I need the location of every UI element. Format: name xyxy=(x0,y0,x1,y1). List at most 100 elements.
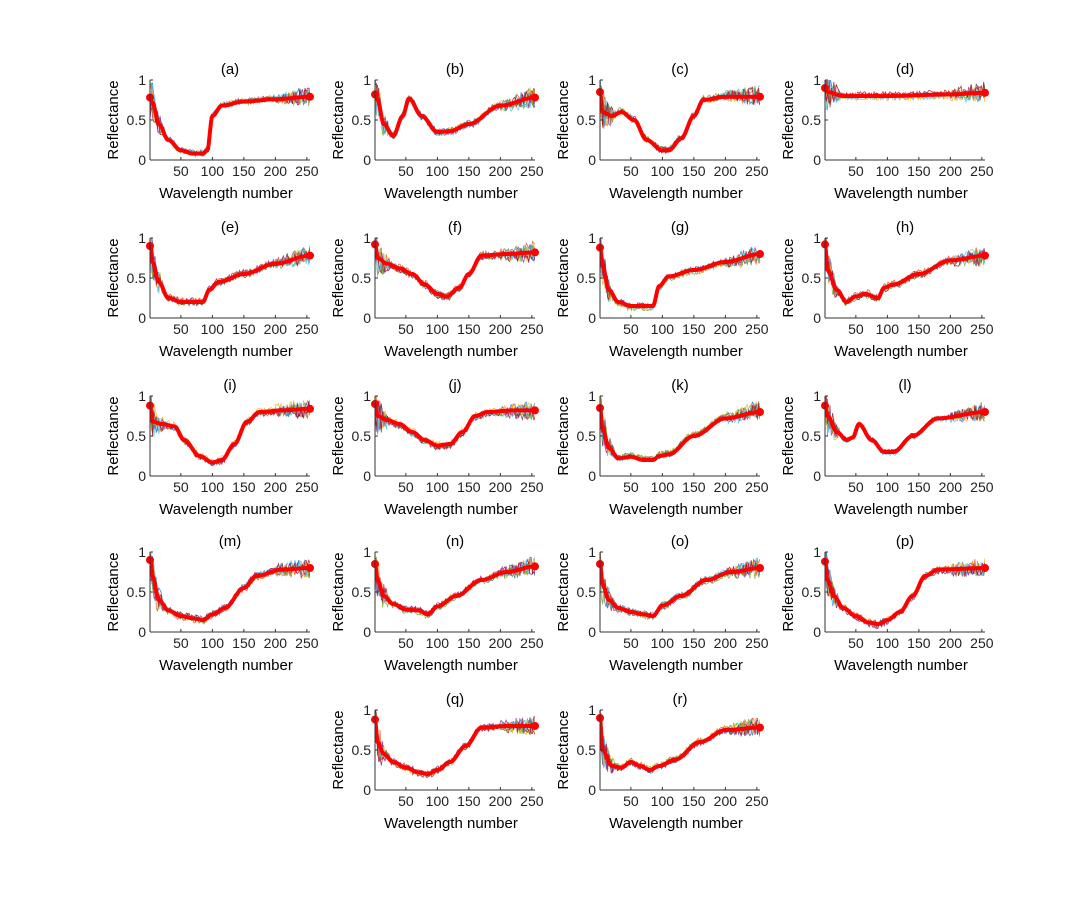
y-tick-label: 0 xyxy=(363,310,371,326)
subplot-title: (f) xyxy=(448,219,462,236)
y-tick-label: 0 xyxy=(138,152,146,168)
subplot-11: (k) 50 100 150 200 250 0 0.5 1 Wavelength number R… xyxy=(555,377,769,518)
sample-spectrum-line xyxy=(825,553,985,627)
x-tick-label: 150 xyxy=(682,793,706,809)
sample-spectra xyxy=(600,396,760,463)
x-tick-label: 200 xyxy=(714,793,738,809)
x-tick-label: 250 xyxy=(970,479,994,495)
x-axis-label: Wavelength number xyxy=(384,815,518,832)
y-tick-label: 1 xyxy=(813,72,821,88)
y-axis-label: Reflectance xyxy=(555,396,572,475)
x-tick-label: 100 xyxy=(426,793,450,809)
x-tick-label: 150 xyxy=(457,635,481,651)
mean-end-marker xyxy=(306,251,314,260)
y-tick-label: 0.5 xyxy=(577,112,597,128)
sample-spectra xyxy=(375,556,535,620)
x-tick-label: 100 xyxy=(201,163,225,179)
x-tick-label: 150 xyxy=(232,321,256,337)
x-tick-label: 250 xyxy=(970,321,994,337)
sample-spectrum-line xyxy=(825,241,985,304)
sample-spectra xyxy=(150,238,310,307)
x-axis-label: Wavelength number xyxy=(834,657,968,674)
x-axis-label: Wavelength number xyxy=(384,343,518,360)
y-axis-label: Reflectance xyxy=(780,238,797,317)
x-tick-label: 250 xyxy=(745,163,769,179)
x-tick-label: 100 xyxy=(651,163,675,179)
x-axis-label: Wavelength number xyxy=(159,657,293,674)
y-axis-label: Reflectance xyxy=(105,80,122,159)
subplot-10: (j) 50 100 150 200 250 0 0.5 1 Wavelength number R… xyxy=(330,377,544,518)
y-tick-label: 0 xyxy=(813,624,821,640)
subplot-title: (e) xyxy=(221,219,239,236)
sample-spectrum-line xyxy=(150,238,310,303)
x-axis-label: Wavelength number xyxy=(609,185,743,202)
sample-spectrum-line xyxy=(825,396,985,457)
mean-spectrum-line xyxy=(150,245,310,304)
sample-spectrum-line xyxy=(600,238,760,309)
x-tick-label: 250 xyxy=(970,635,994,651)
y-tick-label: 0.5 xyxy=(352,742,372,758)
x-tick-label: 150 xyxy=(682,479,706,495)
x-tick-label: 150 xyxy=(682,163,706,179)
y-axis-label: Reflectance xyxy=(555,710,572,789)
x-tick-label: 150 xyxy=(457,793,481,809)
x-tick-label: 100 xyxy=(876,635,900,651)
x-tick-label: 50 xyxy=(398,635,414,651)
x-tick-label: 200 xyxy=(489,479,513,495)
y-axis-label: Reflectance xyxy=(330,710,347,789)
subplot-14: (n) 50 100 150 200 250 0 0.5 1 Wavelength number R… xyxy=(330,533,544,674)
y-tick-label: 0 xyxy=(363,782,371,798)
y-tick-label: 1 xyxy=(363,230,371,246)
mean-spectrum-line xyxy=(600,563,760,618)
y-tick-label: 0.5 xyxy=(352,112,372,128)
subplot-title: (o) xyxy=(671,533,689,550)
subplot-title: (c) xyxy=(671,61,689,78)
x-tick-label: 150 xyxy=(907,163,931,179)
x-tick-label: 250 xyxy=(745,793,769,809)
x-axis-label: Wavelength number xyxy=(609,343,743,360)
x-tick-label: 150 xyxy=(457,479,481,495)
x-tick-label: 150 xyxy=(232,479,256,495)
y-tick-label: 1 xyxy=(588,72,596,88)
sample-spectrum-line xyxy=(600,398,760,461)
x-axis-label: Wavelength number xyxy=(834,343,968,360)
sample-spectrum-line xyxy=(600,712,760,771)
x-tick-label: 50 xyxy=(623,793,639,809)
x-tick-label: 50 xyxy=(173,163,189,179)
sample-spectrum-line xyxy=(375,243,535,301)
y-tick-label: 0.5 xyxy=(802,112,822,128)
x-tick-label: 100 xyxy=(426,321,450,337)
mean-end-marker xyxy=(756,92,764,101)
y-tick-label: 0 xyxy=(813,310,821,326)
y-tick-label: 0.5 xyxy=(577,584,597,600)
x-tick-label: 250 xyxy=(295,635,319,651)
x-tick-label: 200 xyxy=(939,479,963,495)
x-tick-label: 150 xyxy=(457,321,481,337)
y-tick-label: 1 xyxy=(363,544,371,560)
y-tick-label: 1 xyxy=(588,544,596,560)
mean-end-marker xyxy=(756,723,764,732)
y-tick-label: 0.5 xyxy=(802,584,822,600)
x-tick-label: 50 xyxy=(398,163,414,179)
sample-spectrum-line xyxy=(150,245,310,305)
subplot-18: (r) 50 100 150 200 250 0 0.5 1 Wavelength number R… xyxy=(555,691,769,832)
y-tick-label: 0 xyxy=(813,468,821,484)
subplot-title: (n) xyxy=(446,533,464,550)
subplot-15: (o) 50 100 150 200 250 0 0.5 1 Wavelength number R… xyxy=(555,533,769,674)
x-tick-label: 100 xyxy=(651,479,675,495)
mean-end-marker xyxy=(981,564,989,572)
x-tick-label: 250 xyxy=(295,321,319,337)
subplot-title: (k) xyxy=(671,377,689,394)
x-tick-label: 250 xyxy=(520,635,544,651)
mean-end-marker xyxy=(981,408,989,416)
mean-end-marker xyxy=(531,406,539,415)
subplot-title: (a) xyxy=(221,61,239,78)
y-tick-label: 0 xyxy=(588,310,596,326)
y-tick-label: 0.5 xyxy=(577,428,597,444)
x-tick-label: 100 xyxy=(876,163,900,179)
subplot-7: (g) 50 100 150 200 250 0 0.5 1 Wavelength number R… xyxy=(555,219,769,360)
y-tick-label: 1 xyxy=(588,702,596,718)
sample-spectrum-line xyxy=(825,396,985,455)
x-tick-label: 50 xyxy=(623,163,639,179)
mean-end-marker xyxy=(306,564,314,572)
